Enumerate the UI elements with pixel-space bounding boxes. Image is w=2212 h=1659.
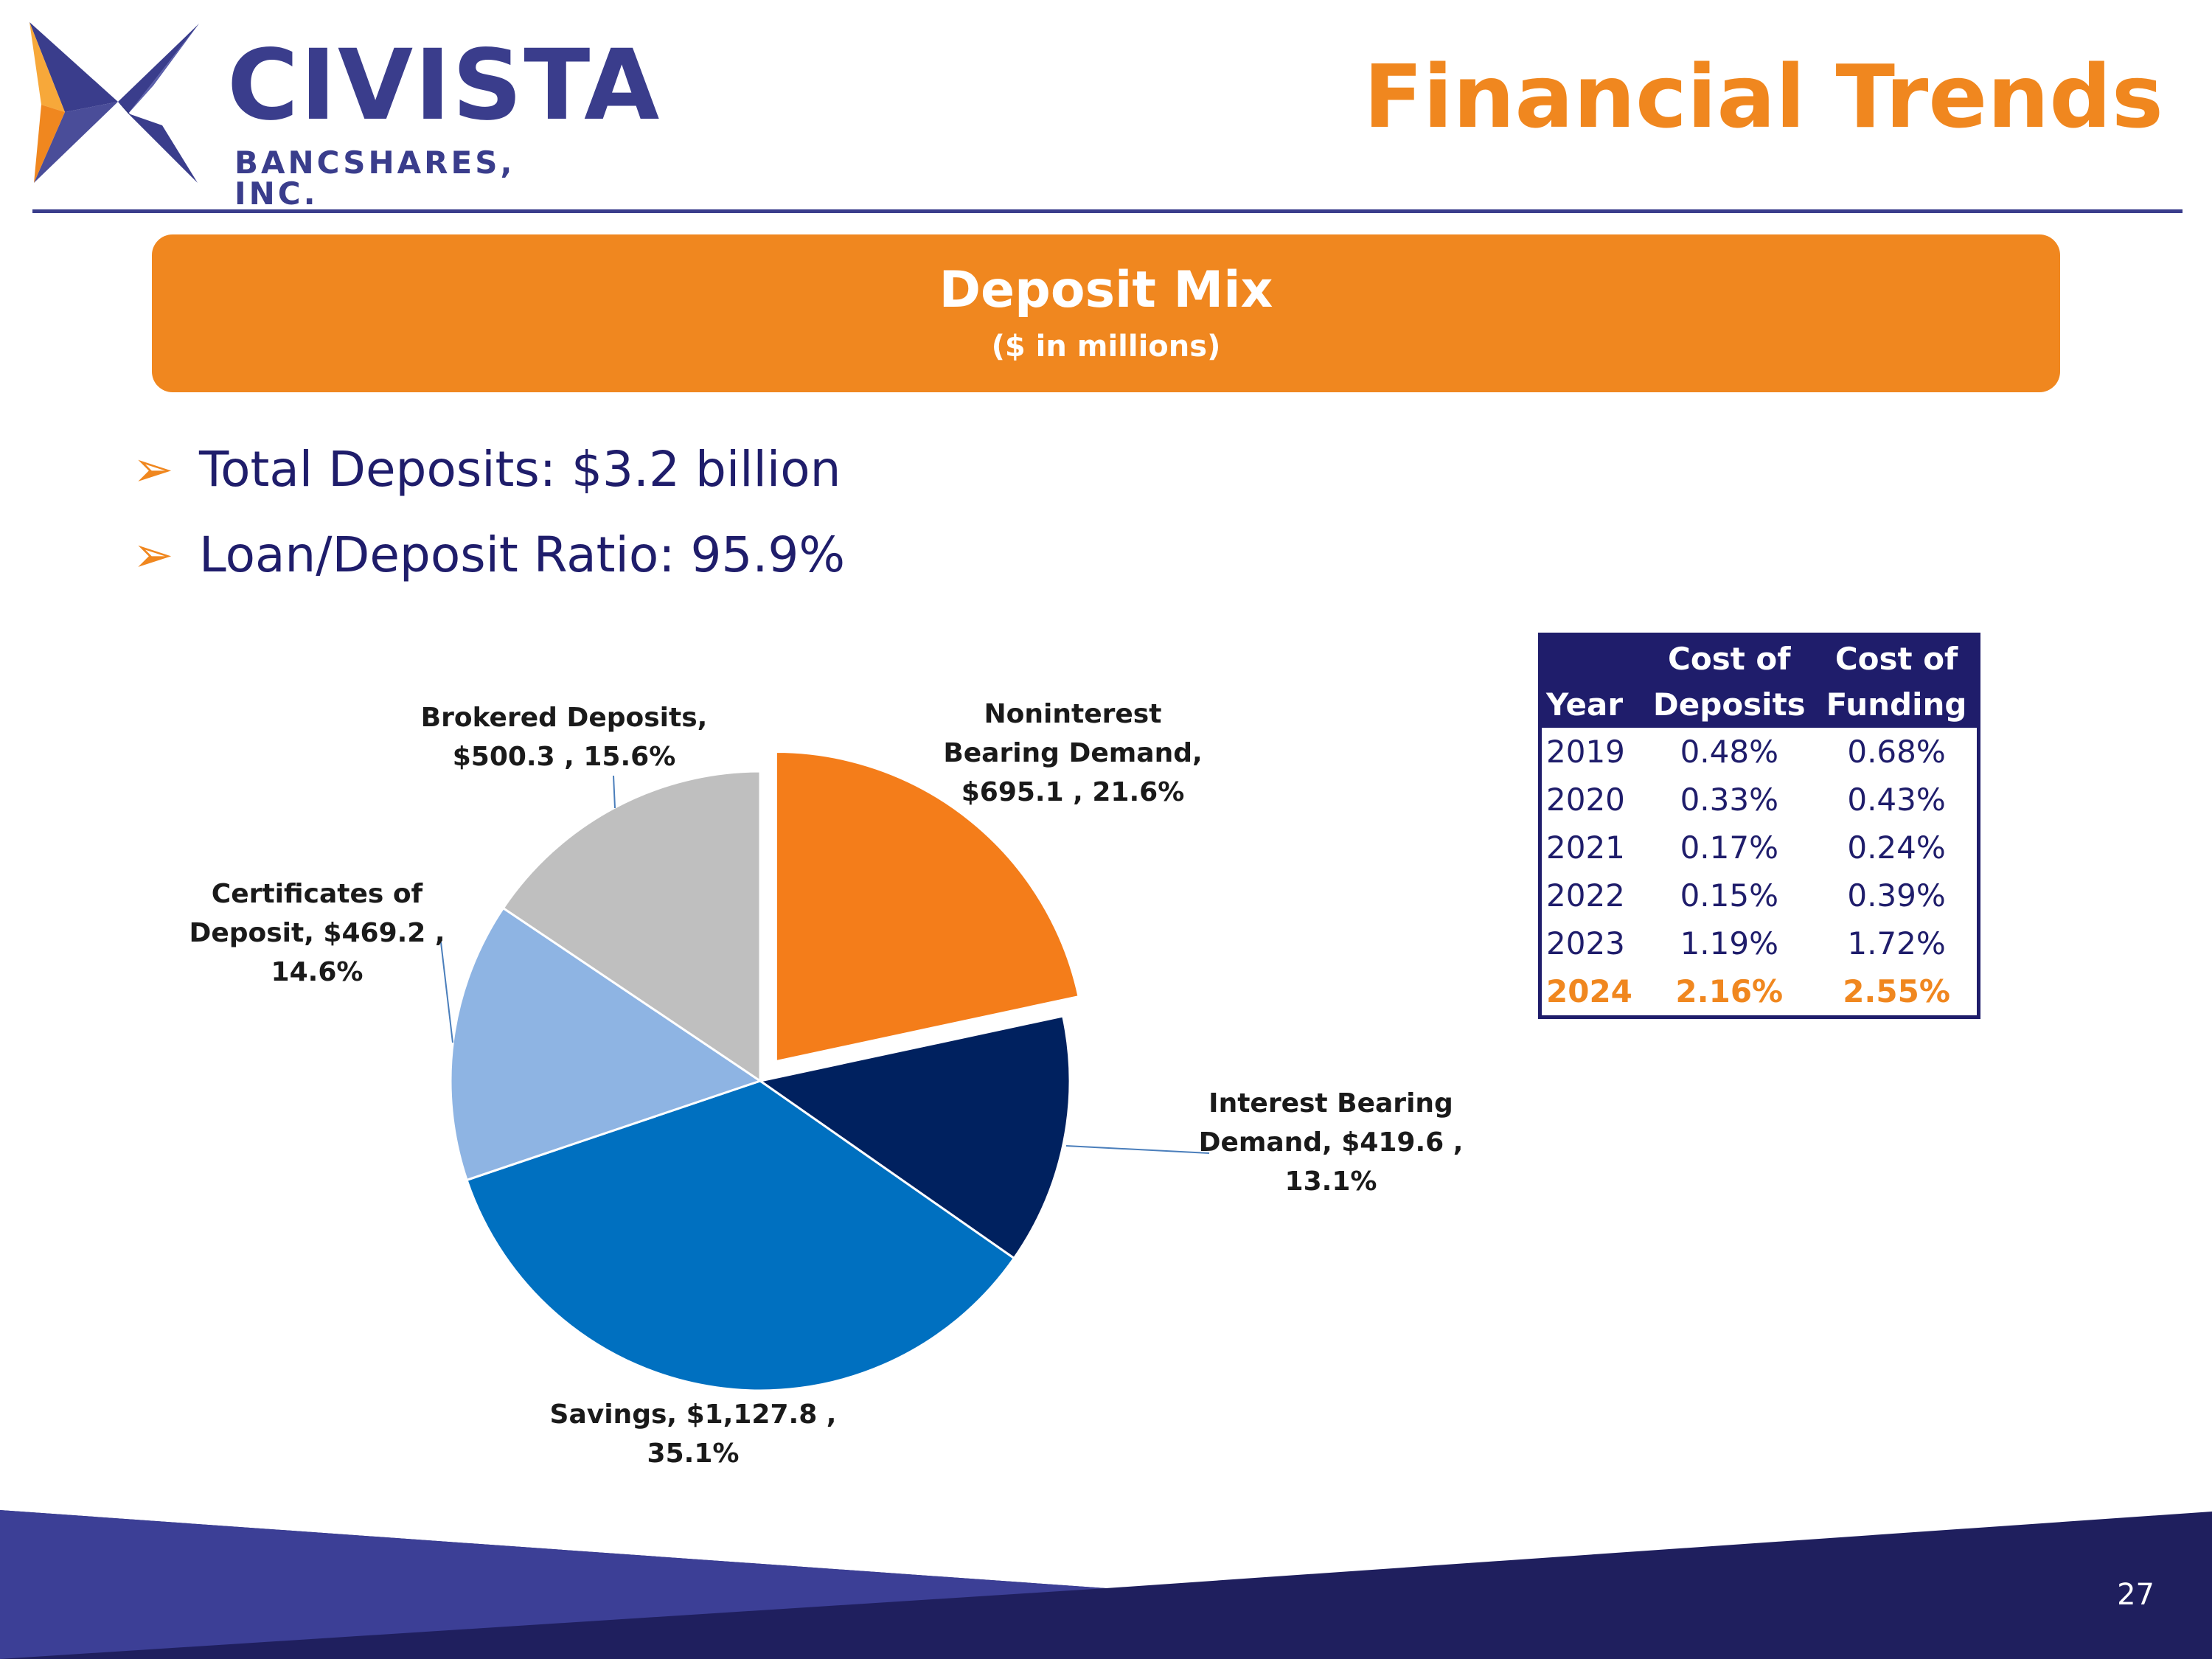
table-row: 2020 0.33% 0.43% <box>1540 776 1979 824</box>
cost-of-funding-cell: 2.55% <box>1843 973 1950 1009</box>
data-label-line: 35.1% <box>647 1439 740 1469</box>
pie-slice-certificates-of-deposit <box>449 906 763 1182</box>
data-label-line: $695.1 , 21.6% <box>961 777 1185 807</box>
logo-subtitle: BANCSHARES, INC. <box>234 145 515 212</box>
pie-slice-interest-bearing-demand <box>757 1015 1071 1260</box>
cost-of-deposits-cell: 1.19% <box>1680 925 1778 961</box>
year-cell: 2024 <box>1546 973 1632 1009</box>
page-number: 27 <box>2117 1578 2154 1612</box>
section-banner: Deposit Mix ($ in millions) <box>152 234 2060 392</box>
year-cell: 2019 <box>1546 734 1625 770</box>
cost-of-funding-cell: 0.24% <box>1847 830 1946 866</box>
table-header-row-bottom: Deposits Funding <box>1540 682 1979 728</box>
cost-of-funding-cell: 0.68% <box>1847 734 1946 770</box>
bullet-loan-deposit-ratio: ➢ Loan/Deposit Ratio: 95.9% <box>133 531 845 580</box>
header-divider <box>32 209 2183 213</box>
leader-line-certificates-of-deposit <box>440 942 453 1043</box>
cost-of-deposits-cell: 0.15% <box>1680 877 1778 914</box>
cost-table: Year Cost of Cost of Deposits Funding 20… <box>1538 633 1981 1019</box>
bullet-total-deposits: ➢ Total Deposits: $3.2 billion <box>133 445 841 494</box>
year-cell: 2021 <box>1546 830 1625 866</box>
pie-slice-noninterest-bearing-demand <box>774 751 1080 1063</box>
data-label-line: Savings, $1,127.8 , <box>550 1399 837 1430</box>
table-row: 2022 0.15% 0.39% <box>1540 872 1979 919</box>
header-cost-of-funding-top: Cost of <box>1815 634 1979 682</box>
table-row-highlighted: 2024 2.16% 2.55% <box>1540 967 1979 1018</box>
data-label-line: 13.1% <box>1285 1166 1377 1197</box>
page-title: Financial Trends <box>1363 46 2163 147</box>
data-label-line: Deposit, $469.2 , <box>189 918 445 948</box>
bullet-text: Total Deposits: $3.2 billion <box>199 441 841 498</box>
arrow-bullet-icon: ➢ <box>133 441 174 498</box>
header-cost-of-deposits-top: Cost of <box>1642 634 1816 682</box>
data-label-line: Bearing Demand, <box>943 738 1202 768</box>
year-cell: 2022 <box>1546 877 1625 914</box>
data-label-interest-bearing-demand: Interest Bearing Demand, $419.6 , 13.1% <box>1199 1088 1464 1197</box>
table-row: 2019 0.48% 0.68% <box>1540 728 1979 776</box>
data-label-line: Certificates of <box>212 879 423 909</box>
table-row: 2021 0.17% 0.24% <box>1540 824 1979 872</box>
cost-of-funding-cell: 1.72% <box>1847 925 1946 961</box>
table-row: 2023 1.19% 1.72% <box>1540 919 1979 967</box>
leader-line-brokered-deposits <box>613 775 616 809</box>
footer-band <box>0 1510 2212 1659</box>
bullet-text: Loan/Deposit Ratio: 95.9% <box>199 526 846 583</box>
cost-of-deposits-cell: 2.16% <box>1675 973 1784 1009</box>
data-label-line: Noninterest <box>984 699 1162 729</box>
logo-name: CIVISTA <box>227 29 661 142</box>
cost-of-funding-cell: 0.43% <box>1847 782 1946 818</box>
company-logo: CIVISTA BANCSHARES, INC. <box>29 22 659 209</box>
cost-of-deposits-cell: 0.48% <box>1680 734 1778 770</box>
table-header-row-top: Year Cost of Cost of <box>1540 634 1979 728</box>
data-label-line: Brokered Deposits, <box>421 703 708 733</box>
pie-slice-savings <box>465 1079 1016 1392</box>
data-label-line: 14.6% <box>271 957 364 987</box>
header-cost-of-funding-bottom: Funding <box>1815 682 1979 728</box>
year-cell: 2023 <box>1546 925 1625 961</box>
data-label-brokered-deposits: Brokered Deposits, $500.3 , 15.6% <box>421 703 708 772</box>
data-label-line: Demand, $419.6 , <box>1199 1127 1464 1158</box>
data-label-line: Interest Bearing <box>1208 1088 1453 1119</box>
cost-of-deposits-cell: 0.17% <box>1680 830 1778 866</box>
cost-of-funding-cell: 0.39% <box>1847 877 1946 914</box>
year-cell: 2020 <box>1546 782 1625 818</box>
star-logo-icon <box>29 22 199 183</box>
cost-of-deposits-cell: 0.33% <box>1680 782 1778 818</box>
header-cost-of-deposits-bottom: Deposits <box>1642 682 1816 728</box>
leader-line-interest-bearing-demand <box>1065 1145 1210 1154</box>
data-label-noninterest-bearing-demand: Noninterest Bearing Demand, $695.1 , 21.6% <box>943 699 1202 807</box>
header-year: Year <box>1540 634 1643 728</box>
arrow-bullet-icon: ➢ <box>133 526 174 583</box>
banner-title: Deposit Mix <box>939 261 1273 319</box>
data-label-certificates-of-deposit: Certificates of Deposit, $469.2 , 14.6% <box>189 879 445 987</box>
banner-subtitle: ($ in millions) <box>991 330 1221 364</box>
data-label-line: $500.3 , 15.6% <box>453 742 676 772</box>
data-label-savings: Savings, $1,127.8 , 35.1% <box>550 1399 837 1469</box>
